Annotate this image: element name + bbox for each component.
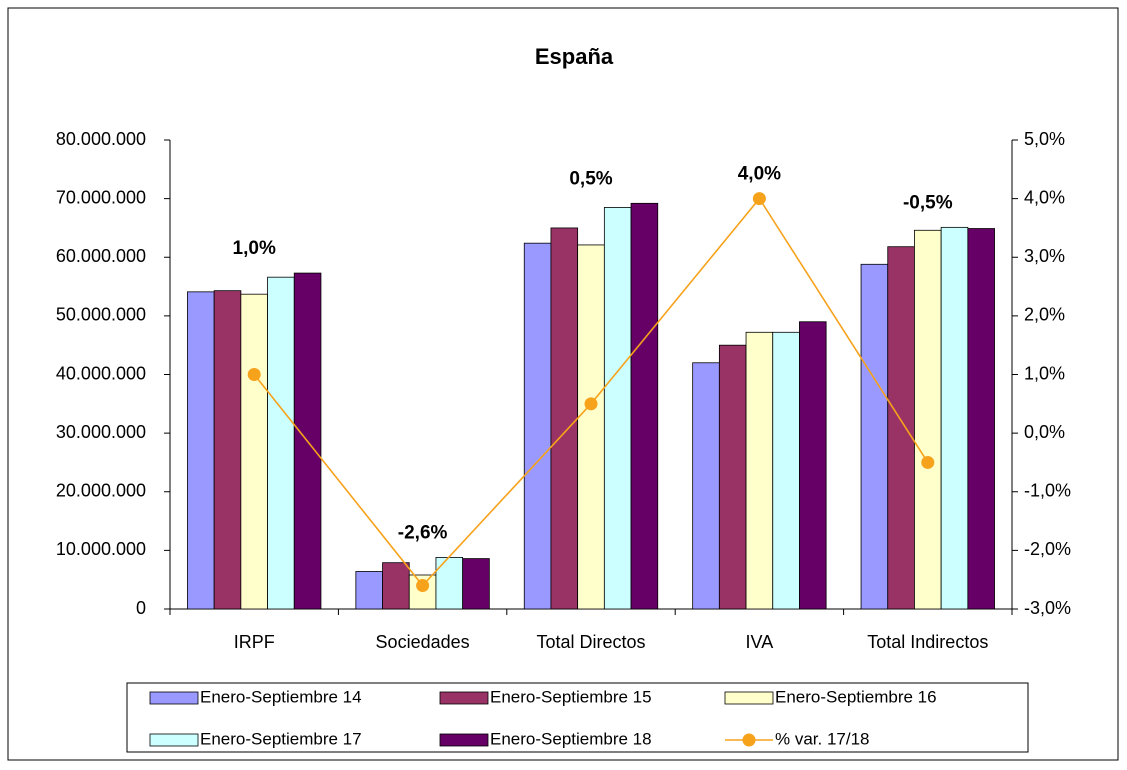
y2-tick-label: 1,0% [1024,363,1065,383]
y2-tick-label: 0,0% [1024,422,1065,442]
y-tick-label: 60.000.000 [56,246,146,266]
bar [213,290,242,610]
bar [603,207,632,610]
marker [247,368,261,381]
legend-swatch [439,691,489,705]
bar [523,242,552,610]
x-tick-label: Sociedades [376,632,470,652]
y-tick-label: 70.000.000 [56,187,146,207]
legend-label: Enero-Septiembre 17 [200,729,362,748]
bar [967,228,995,610]
data-label: -2,6% [398,522,448,543]
bar [914,229,942,610]
bar [630,202,659,610]
bar [240,293,268,610]
bar [382,562,410,610]
y-tick-label: 0 [136,598,146,618]
y-tick-label: 30.000.000 [56,422,146,442]
y-tick-label: 50.000.000 [56,305,146,325]
bar [860,263,889,610]
bar [462,558,490,610]
y2-tick-label: 2,0% [1024,305,1065,325]
bar [267,276,295,610]
bar [435,557,464,610]
x-tick-label: IVA [746,632,774,652]
legend-label: Enero-Septiembre 18 [490,729,652,748]
marker [584,397,598,411]
x-tick-label: IRPF [234,632,275,652]
y-tick-label: 40.000.000 [56,363,146,383]
y2-tick-label: 4,0% [1024,187,1065,207]
legend-swatch [149,733,199,747]
bar [745,331,774,610]
marker [752,192,766,206]
x-tick-label: Total Directos [536,632,645,652]
legend-swatch [724,691,774,705]
chart-title: España [535,44,614,69]
legend-swatch [742,733,756,747]
legend-swatch [149,691,199,705]
y2-tick-label: -2,0% [1024,539,1071,559]
bar [187,291,215,610]
legend-label: Enero-Septiembre 15 [490,687,652,706]
y2-tick-label: 3,0% [1024,246,1065,266]
legend-swatch [439,733,489,747]
y-tick-label: 10.000.000 [56,539,146,559]
legend-label: Enero-Septiembre 14 [200,687,362,706]
bar [550,227,579,610]
y2-tick-label: -1,0% [1024,481,1071,501]
y-tick-label: 20.000.000 [56,481,146,501]
data-label: 1,0% [233,238,276,259]
bar [692,362,720,610]
y2-tick-label: 5,0% [1024,129,1065,149]
data-label: 0,5% [569,168,612,189]
legend-label: Enero-Septiembre 16 [775,687,937,706]
legend-label: % var. 17/18 [775,729,870,748]
marker [921,455,935,469]
bar [887,246,915,610]
data-label: -0,5% [903,192,953,213]
bar [355,571,383,610]
bar [799,321,827,610]
data-label: 4,0% [738,164,781,185]
y-tick-label: 80.000.000 [56,129,146,149]
x-tick-label: Total Indirectos [867,632,988,652]
bar [577,244,605,610]
legend-box [126,682,1029,753]
marker [416,579,430,593]
bar [940,226,969,610]
bar [772,331,800,610]
y2-tick-label: -3,0% [1024,598,1071,618]
bar [718,344,747,610]
